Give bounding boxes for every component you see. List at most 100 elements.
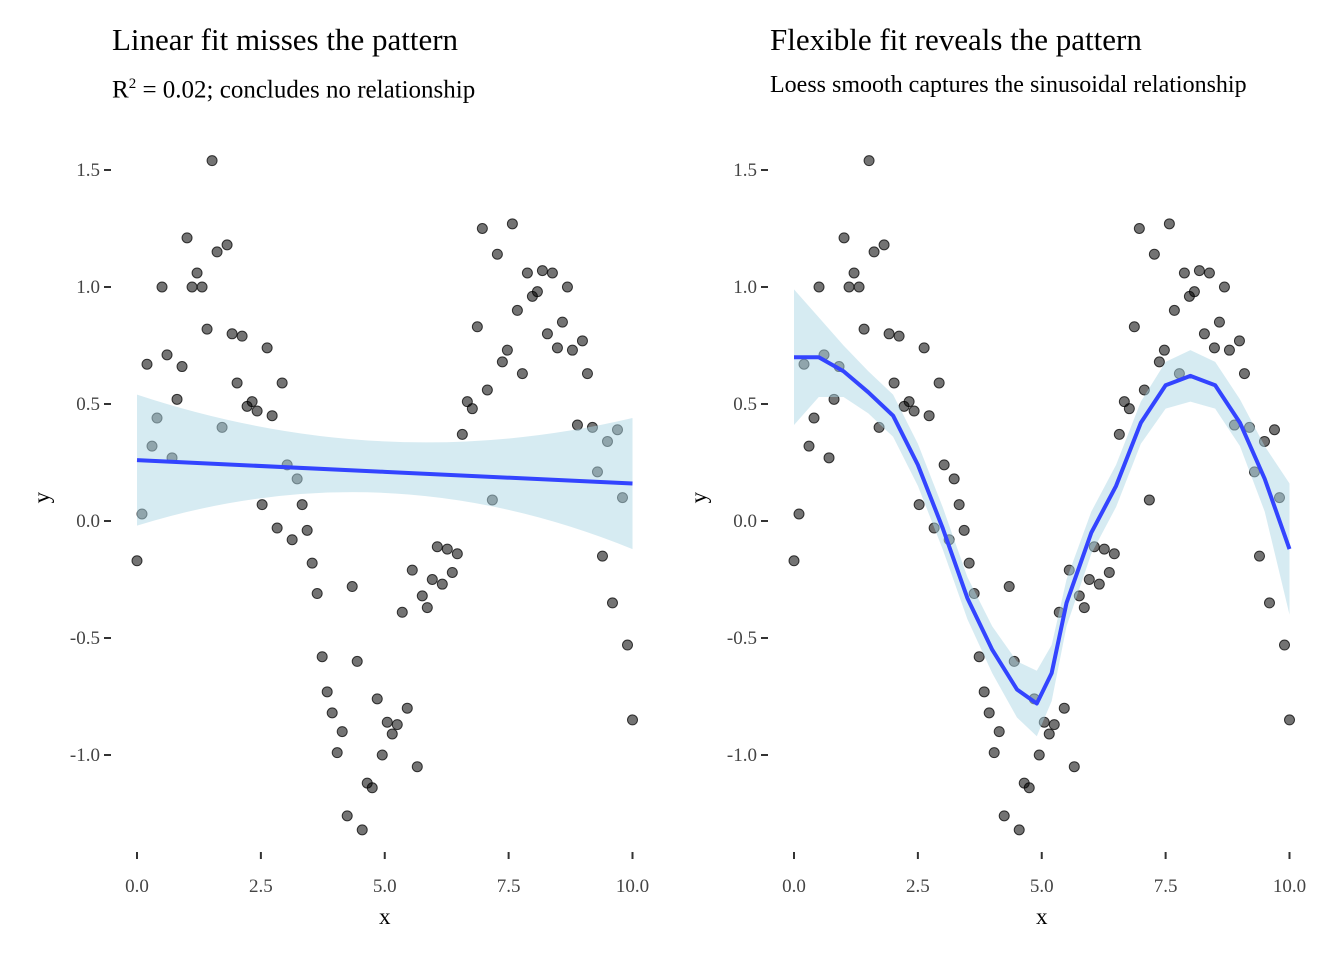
data-point xyxy=(131,555,143,567)
data-point xyxy=(953,499,965,511)
data-point xyxy=(1093,578,1105,590)
y-axis-label: y xyxy=(29,491,54,503)
data-point xyxy=(191,267,203,279)
data-point xyxy=(511,304,523,316)
data-point xyxy=(1123,403,1135,415)
data-point xyxy=(311,588,323,600)
data-point xyxy=(1098,543,1110,555)
data-point xyxy=(823,452,835,464)
data-point xyxy=(1108,548,1120,560)
x-tick-label: 7.5 xyxy=(497,876,521,897)
data-point xyxy=(793,508,805,520)
data-point xyxy=(923,410,935,422)
data-point xyxy=(596,550,608,562)
data-point xyxy=(1033,749,1045,761)
data-point xyxy=(621,639,633,651)
loess-fit-panel: -1.0 -0.5 0.0 0.5 1.0 1.5 0.0 2.5 5.0 7.5 10.0 x y xyxy=(686,155,1306,929)
data-point xyxy=(161,349,173,361)
data-point xyxy=(1083,574,1095,585)
data-point xyxy=(1263,597,1275,609)
data-point xyxy=(451,548,463,560)
data-point xyxy=(371,693,383,705)
data-point xyxy=(336,726,348,738)
data-point xyxy=(251,405,263,417)
data-point xyxy=(1128,321,1140,333)
x-axis-label: x xyxy=(379,904,391,929)
data-point xyxy=(1148,248,1160,260)
data-point xyxy=(541,328,553,340)
x-tick-label: 0.0 xyxy=(782,876,806,897)
data-point xyxy=(843,281,855,293)
data-point xyxy=(556,316,568,328)
data-point xyxy=(1003,581,1015,593)
data-point xyxy=(391,719,403,731)
data-point xyxy=(983,707,995,719)
data-point xyxy=(141,358,153,370)
data-point xyxy=(376,749,388,761)
data-point xyxy=(366,782,378,794)
data-point xyxy=(1213,316,1225,328)
data-point xyxy=(496,356,508,368)
data-point xyxy=(788,555,800,567)
data-point xyxy=(431,541,443,553)
y-tick-label: -1.0 xyxy=(70,745,100,766)
data-point xyxy=(863,155,875,167)
data-point xyxy=(838,232,850,244)
data-point xyxy=(206,155,218,167)
data-point xyxy=(1058,702,1070,714)
left-chart-subtitle: R2 = 0.02; concludes no relationship xyxy=(112,76,475,104)
y-tick-label: 0.0 xyxy=(76,511,100,532)
data-point xyxy=(481,384,493,396)
data-point xyxy=(1043,728,1055,740)
data-point xyxy=(261,342,273,354)
data-point xyxy=(171,393,183,405)
data-point xyxy=(246,396,258,408)
data-point xyxy=(331,747,343,759)
data-point xyxy=(226,328,238,340)
data-point xyxy=(301,524,313,536)
data-point xyxy=(266,410,278,422)
subtitle-r: R xyxy=(112,76,129,104)
data-point xyxy=(1233,335,1245,347)
data-point xyxy=(1048,719,1060,731)
subtitle-superscript: 2 xyxy=(128,76,137,92)
data-point xyxy=(1013,824,1025,836)
data-point xyxy=(908,405,920,417)
x-axis-label: x xyxy=(1036,904,1048,929)
data-point xyxy=(236,330,248,342)
data-point xyxy=(933,377,945,389)
data-point xyxy=(356,824,368,836)
right-chart-title: Flexible fit reveals the pattern xyxy=(770,22,1142,57)
data-point xyxy=(1178,267,1190,279)
x-tick-label: 10.0 xyxy=(1273,876,1306,897)
data-point xyxy=(903,396,915,408)
data-point xyxy=(1163,218,1175,230)
data-point xyxy=(576,335,588,347)
data-point xyxy=(491,248,503,260)
data-point xyxy=(156,281,168,293)
data-point xyxy=(627,714,638,726)
data-point xyxy=(521,267,533,279)
data-point xyxy=(456,428,468,440)
loess-fit-line xyxy=(794,355,1292,706)
data-point xyxy=(1203,267,1215,279)
data-point xyxy=(883,328,895,340)
linear-fit-panel: -1.0 -0.5 0.0 0.5 1.0 1.5 0.0 2.5 5.0 7.5 10.0 x y xyxy=(29,155,649,929)
y-tick-label: 0.5 xyxy=(733,394,757,415)
data-point xyxy=(566,344,578,356)
y-axis-label: y xyxy=(686,491,711,503)
data-point xyxy=(1068,761,1080,773)
data-point xyxy=(466,403,478,415)
data-point xyxy=(506,218,518,230)
data-point xyxy=(396,606,408,618)
data-point xyxy=(316,651,328,663)
data-point xyxy=(1198,328,1210,340)
data-point xyxy=(276,377,288,389)
x-tick-label: 5.0 xyxy=(1030,876,1054,897)
data-point xyxy=(516,368,528,380)
data-point xyxy=(858,323,870,335)
data-point xyxy=(501,344,513,356)
data-point xyxy=(531,286,543,298)
data-point xyxy=(1153,356,1165,368)
